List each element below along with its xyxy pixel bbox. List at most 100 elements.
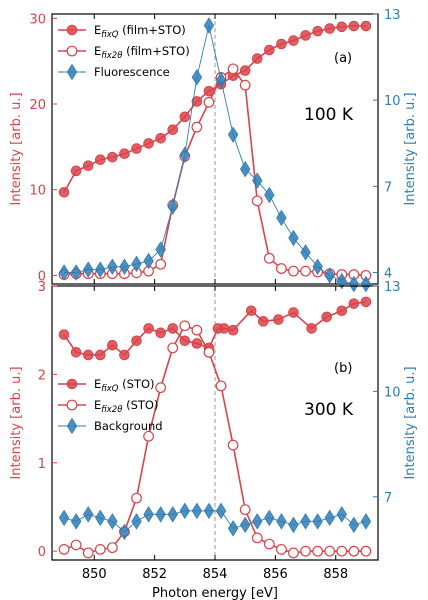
- series-2-point: [179, 502, 191, 520]
- series-0-point: [218, 323, 230, 334]
- series-0-point: [288, 35, 299, 46]
- series-0-point: [167, 124, 179, 136]
- series-2-point: [276, 209, 287, 227]
- series-1-point: [312, 545, 324, 557]
- series-1-point: [288, 265, 299, 277]
- series-2-point: [336, 506, 348, 523]
- series-2-point: [155, 241, 166, 258]
- legend-label-2: Background: [94, 419, 163, 433]
- legend-marker-1: [66, 45, 78, 57]
- series-1-point: [191, 121, 203, 133]
- series-0-point: [82, 160, 94, 172]
- series-0-point: [155, 132, 166, 144]
- series-2-point: [155, 506, 166, 523]
- series-2-point: [227, 520, 239, 537]
- series-0-point: [143, 138, 154, 149]
- series-2-point: [119, 523, 130, 541]
- series-2-point: [58, 264, 70, 281]
- y-right-tick-label: 13: [384, 280, 401, 295]
- series-2-point: [324, 267, 335, 284]
- series-0-point: [191, 338, 203, 349]
- series-0-point: [336, 21, 348, 33]
- legend-marker-2: [66, 63, 78, 81]
- series-2-point: [191, 502, 203, 520]
- series-1-point: [70, 539, 82, 551]
- series-2-point: [70, 513, 82, 530]
- series-1-point: [276, 543, 287, 555]
- series-2-point: [203, 17, 215, 34]
- series-2-point: [191, 68, 203, 86]
- y-right-axis-label: Intensity [arb. u.]: [403, 366, 418, 479]
- panel-b: 0 1 2 3 7 10 13 Intensity [arb. u.] Intensity [a…: [9, 280, 418, 561]
- series-2-point: [179, 146, 191, 163]
- series-2-point: [264, 509, 275, 527]
- series-0-point: [273, 314, 284, 325]
- series-2-point: [131, 513, 142, 530]
- series-2-point: [348, 275, 360, 293]
- temperature-label: 100 K: [304, 105, 354, 125]
- series-2-point: [276, 513, 287, 530]
- series-1-point: [251, 195, 263, 207]
- series-0-point: [321, 311, 332, 323]
- series-0-point: [227, 324, 239, 336]
- series-2-point: [107, 513, 118, 530]
- series-1-point: [263, 252, 275, 264]
- series-0-point: [336, 305, 348, 317]
- series-1-point: [94, 543, 106, 555]
- y-right-tick-label: 4: [384, 267, 392, 282]
- series-1-point: [251, 532, 263, 544]
- series-0-point: [191, 96, 203, 107]
- x-tick-label: 850: [82, 567, 107, 582]
- series-2-point: [143, 252, 154, 270]
- series-1-point: [155, 258, 167, 270]
- series-2-point: [82, 506, 94, 523]
- series-0-point: [257, 316, 269, 327]
- y-left-tick-label: 0: [38, 545, 46, 560]
- y-right-tick-label: 7: [384, 491, 392, 506]
- series-2-point: [300, 513, 311, 530]
- series-0-point: [312, 25, 323, 37]
- x-tick-label: 856: [263, 567, 288, 582]
- series-2-point: [215, 502, 227, 520]
- series-0-point: [107, 339, 118, 351]
- y-left-tick-label: 30: [29, 12, 46, 27]
- series-0-point: [360, 20, 372, 32]
- y-right-tick-label: 10: [384, 94, 401, 109]
- series-0-point: [239, 65, 251, 76]
- series-0-point: [348, 298, 360, 309]
- temperature-label: 300 K: [304, 400, 354, 420]
- series-2-point: [107, 258, 118, 276]
- series-0-point: [306, 323, 317, 334]
- series-0-point: [300, 30, 311, 41]
- series-1-point: [360, 545, 372, 557]
- series-2-point: [58, 509, 70, 527]
- series-0-point: [143, 323, 154, 334]
- series-1-point: [131, 492, 142, 504]
- series-1-point: [263, 538, 275, 550]
- series-1-point: [155, 382, 167, 394]
- y-left-tick-label: 2: [38, 368, 46, 383]
- series-0-point: [155, 327, 166, 339]
- series-0-point: [58, 329, 70, 340]
- series-0-point: [70, 346, 82, 358]
- y-right-tick-label: 7: [384, 180, 392, 195]
- y-left-tick-label: 1: [38, 457, 46, 472]
- series-1-point: [82, 547, 94, 559]
- series-2-point: [288, 516, 299, 534]
- series-2-point: [252, 513, 263, 530]
- series-0-point: [107, 151, 118, 163]
- series-0-point: [131, 335, 142, 347]
- series-2-point: [143, 506, 154, 523]
- series-0-point: [119, 349, 130, 361]
- series-0-point: [251, 53, 263, 64]
- x-axis-label: Photon energy [eV]: [152, 586, 278, 600]
- series-1-point: [167, 342, 179, 354]
- series-2-point: [348, 516, 360, 534]
- series-0-point: [245, 305, 257, 317]
- x-tick-label: 852: [142, 567, 167, 582]
- series-1-point: [203, 96, 215, 108]
- series-2-point: [300, 244, 311, 261]
- series-1-point: [348, 545, 360, 557]
- series-0-point: [94, 349, 106, 361]
